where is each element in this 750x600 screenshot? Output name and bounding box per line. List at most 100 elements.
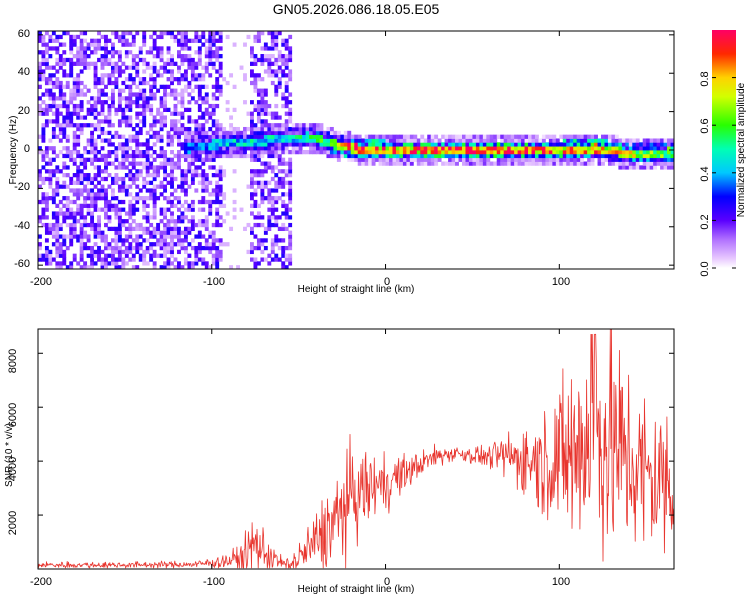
spectrogram-cell (180, 242, 185, 247)
spectrogram-cell (590, 138, 595, 143)
spectrogram-cell (646, 138, 651, 143)
spectrogram-cell (128, 134, 133, 139)
spectrogram-cell (277, 226, 282, 232)
spectrogram-cell (44, 46, 49, 51)
spectrogram-cell (177, 38, 181, 43)
spectrogram-cell (135, 73, 140, 78)
spectrogram-cell (145, 203, 150, 208)
spectrogram-cell (281, 42, 286, 47)
spectrogram-cell (51, 169, 56, 174)
spectrogram-cell (288, 261, 293, 266)
spectrogram-cell (117, 211, 122, 216)
spectrogram-cell (455, 142, 459, 147)
spectrogram-cell (288, 253, 293, 258)
spectrogram-cell (180, 176, 185, 182)
spectrogram-cell (97, 215, 101, 220)
spectrogram-cell (72, 61, 77, 66)
spectrogram-cell (288, 157, 293, 162)
spectrogram-cell (614, 157, 619, 162)
spectrogram-cell (270, 130, 275, 136)
spectrogram-cell (149, 88, 154, 93)
spectrogram-cell (427, 134, 432, 139)
spectrogram-cell (83, 215, 88, 220)
spectrogram-cell (274, 138, 279, 143)
spectrogram-cell (625, 138, 630, 143)
spectrogram-cell (573, 142, 578, 147)
spectrogram-cell (177, 126, 181, 132)
spectrogram-cell (653, 142, 658, 147)
spectrogram-cell (444, 161, 449, 166)
spectrogram-cell (55, 96, 60, 101)
spectrogram-cell (135, 222, 140, 228)
spectrogram-cell (197, 199, 202, 205)
spectrogram-cell (190, 173, 195, 178)
spectrogram-cell (138, 173, 143, 178)
spectrogram-cell (635, 165, 640, 170)
spectrogram-cell (395, 138, 400, 143)
spectrogram-cell (267, 61, 272, 66)
spectrogram-cell (100, 238, 105, 243)
spectrogram-cell (159, 245, 164, 251)
spectrogram-cell (253, 257, 258, 262)
spectrogram-cell (183, 42, 188, 47)
spectrogram-cell (197, 61, 202, 66)
spectrogram-cell (90, 161, 95, 166)
spectrogram-cell (124, 77, 129, 82)
spectrogram-cell (69, 242, 74, 247)
spectrogram-cell (194, 234, 199, 239)
spectrogram-cell (587, 138, 591, 143)
spectrogram-cell (222, 196, 227, 201)
spectrogram-cell (55, 222, 60, 228)
spectrogram-cell (38, 69, 42, 74)
spectrogram-cell (97, 111, 101, 116)
spectrogram-cell (256, 146, 261, 151)
spectrogram-cell (100, 77, 105, 82)
spectrogram-cell (138, 161, 143, 166)
spectrogram-cell (41, 207, 46, 212)
spectrogram-cell (72, 103, 77, 109)
spectrogram-cell (131, 176, 136, 182)
spectrogram-cell (204, 180, 209, 185)
spectrogram-cell (142, 215, 147, 220)
spectrogram-cell (208, 54, 213, 59)
spectrogram-cell (531, 157, 536, 162)
spectrogram-cell (128, 169, 133, 174)
spectrogram-cell (90, 245, 95, 251)
spectrogram-cell (211, 138, 216, 143)
spectrogram-cell (389, 157, 393, 162)
spectrogram-cell (531, 153, 536, 159)
spectrogram-cell (246, 222, 251, 228)
spectrogram-cell (76, 57, 81, 63)
spectrogram-cell (163, 234, 167, 239)
spectrogram-cell (653, 146, 658, 151)
spectrogram-cell (149, 165, 154, 170)
spectrogram-cell (79, 253, 84, 258)
spectrogram-cell (267, 188, 272, 193)
spectrogram-cell (656, 146, 661, 151)
spectrogram-cell (538, 142, 543, 147)
spectrogram-cell (507, 134, 512, 139)
spectrogram-cell (361, 161, 366, 166)
spectrogram-cell (142, 111, 147, 116)
spectrogram-cell (135, 207, 140, 212)
spectrogram-cell (104, 153, 108, 159)
spectrogram-cell (482, 142, 487, 147)
spectrogram-cell (173, 107, 178, 113)
spectrogram-cell (660, 150, 664, 155)
spectrogram-cell (277, 161, 282, 166)
spectrogram-cell (152, 211, 157, 216)
spectrogram-cell (62, 249, 67, 255)
spectrogram-cell (152, 184, 157, 189)
spectrogram-cell (145, 211, 150, 216)
spectrogram-cell (159, 115, 164, 120)
spectrogram-cell (104, 138, 108, 143)
spectrogram-cell (343, 130, 348, 136)
spectrogram-cell (65, 215, 70, 220)
spectrogram-cell (55, 176, 60, 182)
spectrogram-cell (281, 146, 286, 151)
spectrogram-cell (368, 157, 373, 162)
spectrogram-cell (263, 150, 268, 155)
spectrogram-cell (152, 61, 157, 66)
spectrogram-cell (58, 88, 63, 93)
spectrogram-cell (312, 126, 317, 132)
